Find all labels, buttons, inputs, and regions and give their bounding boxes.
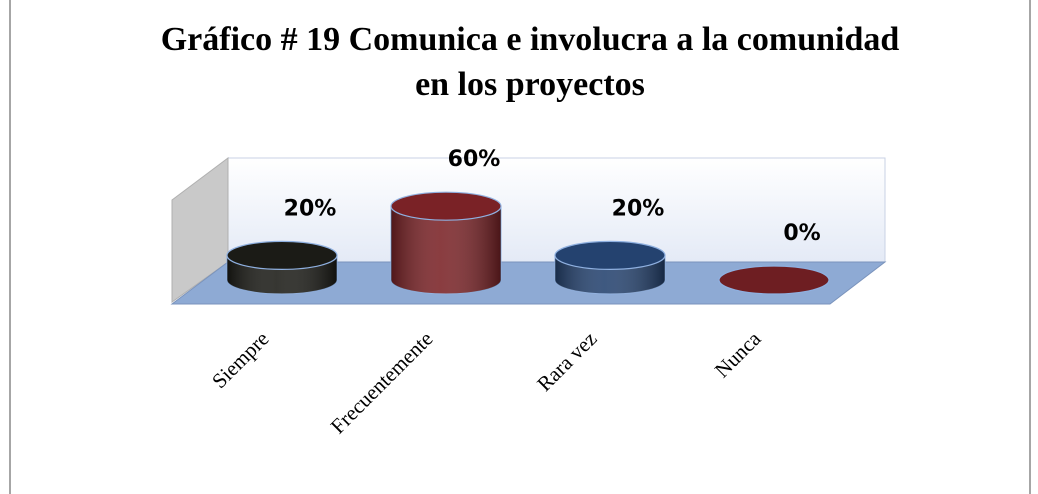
value-label: 60%: [448, 147, 501, 172]
cylinder-top: [226, 240, 338, 270]
chart-title: Gráfico # 19 Comunica e involucra a la c…: [161, 21, 900, 58]
value-label: 20%: [284, 196, 337, 221]
cylinder-shade: [391, 206, 501, 294]
cylinder: [718, 265, 830, 295]
chart-title: en los proyectos: [415, 66, 645, 103]
cylinder-top: [554, 240, 666, 270]
value-label: 20%: [612, 196, 665, 221]
cylinder-top: [390, 191, 502, 221]
cylinder: [554, 240, 666, 295]
cylinder-top: [718, 265, 830, 295]
floor: [170, 261, 887, 305]
value-label: 0%: [783, 221, 820, 246]
cylinder: [226, 240, 338, 295]
cylinder: [390, 191, 502, 295]
